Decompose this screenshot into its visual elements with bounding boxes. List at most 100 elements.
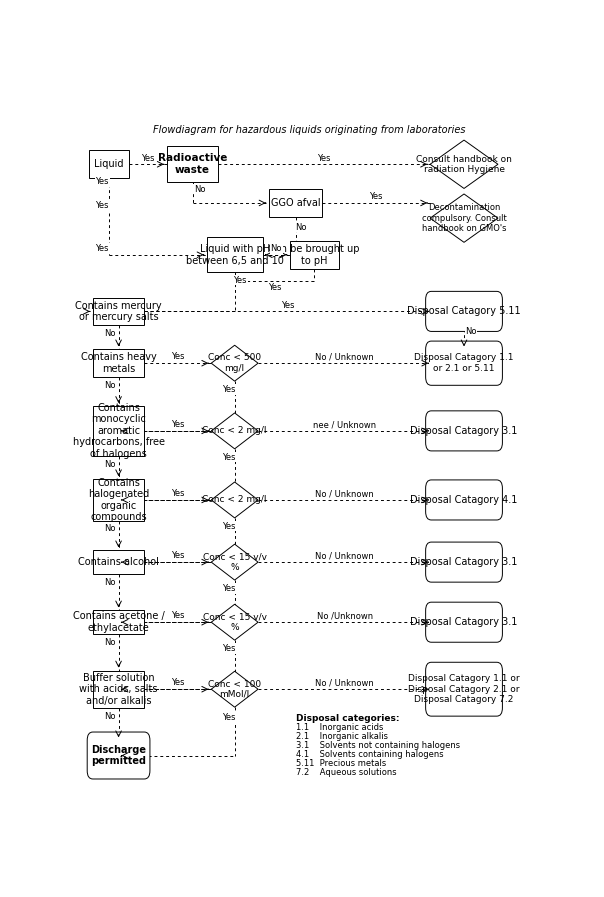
Text: nee / Unknown: nee / Unknown [313,420,376,429]
Text: Disposal categories:: Disposal categories: [295,714,399,723]
Text: Can be brought up
to pH: Can be brought up to pH [269,244,360,266]
Text: Contains heavy
metals: Contains heavy metals [81,353,156,374]
FancyBboxPatch shape [87,732,150,779]
Text: 5.11  Precious metals: 5.11 Precious metals [295,759,386,769]
Text: Disposal Catagory 5.11: Disposal Catagory 5.11 [407,307,521,317]
FancyBboxPatch shape [207,238,263,272]
Text: Yes: Yes [171,678,185,687]
Text: Yes: Yes [95,201,109,210]
Polygon shape [211,671,258,707]
FancyBboxPatch shape [93,479,144,520]
Text: No / Unknown: No / Unknown [315,489,374,498]
Text: Yes: Yes [234,275,247,285]
FancyBboxPatch shape [93,298,144,326]
FancyBboxPatch shape [93,406,144,456]
Text: Liquid: Liquid [94,160,124,170]
Text: Disposal Catagory 3.1: Disposal Catagory 3.1 [410,426,518,436]
Text: No: No [104,381,116,390]
Text: Disposal Catagory 1.1
or 2.1 or 5.11: Disposal Catagory 1.1 or 2.1 or 5.11 [414,353,514,373]
Text: Consult handbook on
radiation Hygiene: Consult handbook on radiation Hygiene [416,154,512,174]
Text: Yes: Yes [222,522,236,531]
Text: Conc < 500
mg/l: Conc < 500 mg/l [208,353,261,373]
Text: Disposal Catagory 3.1: Disposal Catagory 3.1 [410,557,518,567]
Polygon shape [430,140,498,188]
Polygon shape [211,605,258,640]
Text: Yes: Yes [222,713,236,722]
Text: Decontamination
compulsory. Consult
handbook on GMO's: Decontamination compulsory. Consult hand… [422,204,506,233]
Text: No / Unknown: No / Unknown [315,353,374,361]
Polygon shape [211,482,258,518]
FancyBboxPatch shape [426,411,503,451]
Text: Yes: Yes [171,552,185,561]
Text: Contains
halogenated
organic
compounds: Contains halogenated organic compounds [88,477,149,522]
Text: No: No [104,578,116,587]
Text: Conc < 2 mg/l: Conc < 2 mg/l [202,426,267,435]
Text: Yes: Yes [222,644,236,653]
Text: Yes: Yes [95,244,109,253]
Polygon shape [211,345,258,381]
Text: Contains
monocyclic
aromatic
hydrocarbons, free
of halogens: Contains monocyclic aromatic hydrocarbon… [72,403,164,459]
Text: Radioactive
waste: Radioactive waste [158,153,227,175]
Polygon shape [430,194,498,242]
Text: 1.1    Inorganic acids: 1.1 Inorganic acids [295,723,383,732]
Text: Disposal Catagory 4.1: Disposal Catagory 4.1 [410,495,518,505]
FancyBboxPatch shape [426,480,503,520]
FancyBboxPatch shape [167,146,218,182]
Text: No: No [104,525,116,534]
Text: Liquid with pH
between 6,5 and 10: Liquid with pH between 6,5 and 10 [185,244,284,266]
Text: GGO afval: GGO afval [271,198,320,208]
FancyBboxPatch shape [93,551,144,574]
Text: Yes: Yes [171,353,185,361]
FancyBboxPatch shape [426,341,503,386]
Text: No: No [104,638,116,647]
Text: Contains acetone /
ethylacetate: Contains acetone / ethylacetate [72,612,164,633]
Text: Yes: Yes [268,283,281,292]
Text: Buffer solution
with acids, salts
and/or alkalis: Buffer solution with acids, salts and/or… [79,673,158,706]
Text: Conc < 15 v/v
%: Conc < 15 v/v % [203,553,266,571]
Text: No: No [465,327,477,335]
FancyBboxPatch shape [89,151,129,179]
Text: Yes: Yes [171,489,185,498]
Text: Yes: Yes [370,192,383,201]
Text: No: No [194,185,205,194]
FancyBboxPatch shape [93,349,144,377]
Text: Conc < 15 v/v
%: Conc < 15 v/v % [203,613,266,631]
Text: Yes: Yes [141,153,155,162]
Text: Contains alcohol: Contains alcohol [78,557,159,567]
Text: Disposal Catagory 1.1 or
Disposal Catagory 2.1 or
Disposal Catagory 7.2: Disposal Catagory 1.1 or Disposal Catago… [408,675,520,704]
Text: Disposal Catagory 3.1: Disposal Catagory 3.1 [410,617,518,627]
Text: Yes: Yes [222,453,236,462]
Text: No: No [271,244,282,253]
Text: 2.1    Inorganic alkalis: 2.1 Inorganic alkalis [295,732,388,741]
Text: No /Unknown: No /Unknown [316,612,373,621]
Text: Flowdiagram for hazardous liquids originating from laboratories: Flowdiagram for hazardous liquids origin… [153,125,466,135]
Text: 4.1    Solvents containing halogens: 4.1 Solvents containing halogens [295,750,443,760]
Text: No: No [104,329,116,338]
Polygon shape [211,413,258,448]
Text: No / Unknown: No / Unknown [315,552,374,561]
Text: Yes: Yes [222,584,236,593]
Polygon shape [211,544,258,580]
FancyBboxPatch shape [290,241,339,268]
Text: Yes: Yes [281,300,295,309]
Text: Discharge
permitted: Discharge permitted [91,745,146,766]
FancyBboxPatch shape [426,602,503,642]
Text: No: No [104,459,116,468]
FancyBboxPatch shape [269,189,323,217]
Text: Yes: Yes [222,385,236,394]
Text: No: No [295,222,307,231]
Text: Conc < 100
mMol/l: Conc < 100 mMol/l [208,680,261,699]
Text: No / Unknown: No / Unknown [315,678,374,687]
Text: Conc < 2 mg/l: Conc < 2 mg/l [202,495,267,504]
FancyBboxPatch shape [426,542,503,582]
FancyBboxPatch shape [426,662,503,716]
Text: Yes: Yes [171,612,185,621]
Text: Yes: Yes [318,153,331,162]
FancyBboxPatch shape [426,292,503,331]
Text: No: No [104,711,116,720]
Text: Yes: Yes [171,420,185,429]
Text: Contains mercury
or mercury salts: Contains mercury or mercury salts [76,300,162,322]
Text: 3.1    Solvents not containing halogens: 3.1 Solvents not containing halogens [295,741,460,750]
FancyBboxPatch shape [93,671,144,708]
Text: Yes: Yes [95,177,109,186]
